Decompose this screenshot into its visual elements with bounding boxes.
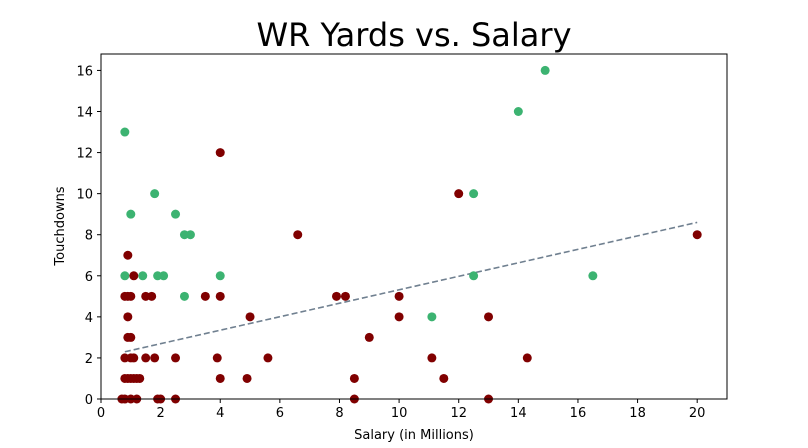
data-point <box>171 353 181 363</box>
data-point <box>150 189 160 199</box>
data-point <box>427 353 437 363</box>
data-point <box>692 230 702 240</box>
trendline <box>124 221 698 353</box>
data-point <box>141 353 151 363</box>
x-tick-label: 14 <box>510 406 527 421</box>
data-point <box>394 312 404 322</box>
data-point <box>147 291 157 301</box>
data-point <box>364 332 374 342</box>
data-point <box>126 291 136 301</box>
data-point <box>242 373 252 383</box>
x-tick-label: 8 <box>335 406 343 421</box>
data-point <box>120 127 130 137</box>
data-point <box>340 291 350 301</box>
y-tick-label: 10 <box>76 188 93 203</box>
data-point <box>484 312 494 322</box>
data-point <box>588 271 598 281</box>
data-point <box>212 353 222 363</box>
data-point <box>120 271 130 281</box>
data-point <box>126 209 136 219</box>
data-point <box>185 230 195 240</box>
data-point <box>135 373 145 383</box>
data-point <box>427 312 437 322</box>
data-point <box>215 271 225 281</box>
data-point <box>123 312 133 322</box>
data-point <box>171 209 181 219</box>
x-tick-label: 2 <box>156 406 164 421</box>
data-point <box>394 291 404 301</box>
data-point <box>513 107 523 116</box>
data-point <box>215 291 225 301</box>
data-point <box>129 271 139 281</box>
y-tick-label: 8 <box>85 229 93 244</box>
data-point <box>293 230 303 240</box>
x-tick-label: 16 <box>570 406 587 421</box>
trendline-layer <box>124 221 698 353</box>
data-point <box>215 148 225 158</box>
data-point <box>245 312 255 322</box>
data-point <box>159 271 169 281</box>
y-tick-label: 4 <box>85 311 93 326</box>
chart-title: WR Yards vs. Salary <box>256 16 571 54</box>
axis-ticks: 0 2 4 6 8 10 12 14 16 18 20 0 2 4 6 8 10 12 14 16 <box>76 64 705 421</box>
data-point <box>150 353 160 363</box>
data-point <box>138 271 148 281</box>
data-point <box>522 353 532 363</box>
data-point <box>349 373 359 383</box>
x-axis-label: Salary (in Millions) <box>354 428 474 443</box>
data-point <box>179 291 189 301</box>
x-tick-label: 18 <box>629 406 646 421</box>
data-point <box>439 373 449 383</box>
x-tick-label: 20 <box>689 406 706 421</box>
data-point <box>469 271 479 281</box>
plot-frame <box>100 53 728 400</box>
data-point <box>540 65 550 75</box>
y-tick-label: 16 <box>76 64 93 79</box>
data-points <box>117 65 702 404</box>
data-point <box>469 189 479 199</box>
x-tick-label: 12 <box>450 406 467 421</box>
data-point <box>331 291 341 301</box>
y-tick-label: 14 <box>76 106 93 121</box>
data-point <box>263 353 273 363</box>
data-point <box>215 373 225 383</box>
y-axis-label: Touchdowns <box>53 186 68 266</box>
y-tick-label: 0 <box>85 393 93 408</box>
x-tick-label: 0 <box>97 406 105 421</box>
x-tick-label: 10 <box>391 406 408 421</box>
data-point <box>126 332 136 342</box>
x-tick-label: 4 <box>216 406 224 421</box>
data-point <box>129 353 139 363</box>
y-tick-label: 6 <box>85 270 93 285</box>
data-point <box>454 189 464 199</box>
x-tick-label: 6 <box>276 406 284 421</box>
data-point <box>123 250 133 260</box>
data-point <box>200 291 210 301</box>
y-tick-label: 12 <box>76 147 93 162</box>
y-tick-label: 2 <box>85 352 93 367</box>
